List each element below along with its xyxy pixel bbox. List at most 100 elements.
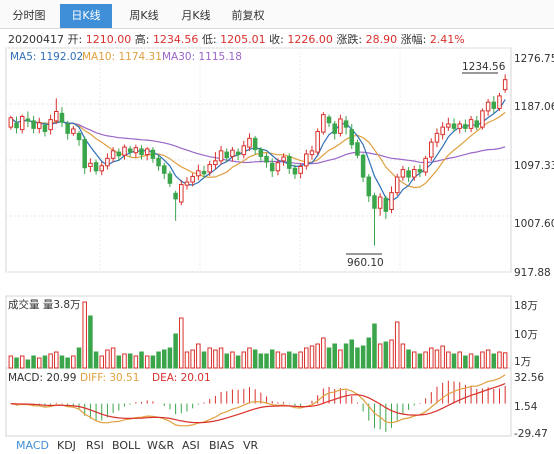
candle-up <box>480 110 485 128</box>
volume-bar-up <box>8 355 14 369</box>
moving-average-lines <box>10 99 506 202</box>
candle-down <box>383 197 389 212</box>
candle-down <box>224 151 230 159</box>
candle-down <box>372 195 377 209</box>
candle-down <box>343 120 349 128</box>
volume-bar-down <box>349 339 355 369</box>
macd-tick-3: -29.47 <box>514 428 548 437</box>
volume-bar-down <box>264 353 269 369</box>
volume-bar-down <box>201 351 207 369</box>
volume-tick-2: 10万 <box>514 329 538 341</box>
tab-daily-k[interactable]: 日K线 <box>60 4 112 28</box>
volume-bar-down <box>65 357 70 369</box>
candle-up <box>144 148 150 156</box>
tab-rsi[interactable]: RSI <box>86 439 104 452</box>
candle-down <box>167 173 173 184</box>
volume-bar-up <box>218 347 224 369</box>
volume-bar-down <box>93 351 99 369</box>
tab-weekly-k[interactable]: 周K线 <box>129 9 159 22</box>
high-value: 1234.56 <box>152 33 199 46</box>
candle-up <box>241 145 247 156</box>
candle-up <box>497 95 502 109</box>
price-tick-2: 1187.06 <box>514 101 554 113</box>
candle-up <box>184 181 190 186</box>
candle-down <box>355 142 360 156</box>
volume-bar-down <box>173 333 178 369</box>
volume-bar-up <box>184 351 190 369</box>
tab-macd[interactable]: MACD <box>16 439 49 452</box>
tab-intraday[interactable]: 分时图 <box>12 9 46 22</box>
candle-up <box>8 117 14 128</box>
tab-monthly-k[interactable]: 月K线 <box>181 9 211 22</box>
candle-down <box>235 151 241 156</box>
candle-up <box>411 169 417 178</box>
open-value: 1210.00 <box>85 33 132 46</box>
ma30-line <box>10 117 506 165</box>
volume-bar-up <box>196 343 201 369</box>
candle-down <box>451 123 457 129</box>
candle-up <box>394 176 400 194</box>
ma5-line <box>10 99 506 202</box>
quote-info-bar: 20200417 开: 1210.00 高: 1234.56 低: 1205.0… <box>8 31 548 47</box>
ma10-legend: MA10: 1174.31 <box>82 51 162 63</box>
candle-down <box>292 167 298 175</box>
candle-down <box>332 123 337 134</box>
candle-up <box>196 170 201 177</box>
tab-wr[interactable]: W&R <box>147 439 175 452</box>
volume-bar-down <box>139 351 144 369</box>
volume-bar-down <box>224 353 230 369</box>
tab-forward-adjust[interactable]: 前复权 <box>231 9 265 22</box>
indicator-tabs: MACD KDJ RSI BOLL W&R ASI BIAS VR <box>0 437 554 454</box>
change-value: 28.90 <box>365 33 398 46</box>
candle-down <box>252 137 258 151</box>
volume-bar-down <box>31 355 36 369</box>
volume-bar-down <box>150 355 156 369</box>
tab-bias[interactable]: BIAS <box>209 439 235 452</box>
volume-bar-down <box>463 355 468 369</box>
candle-up <box>434 132 440 143</box>
volume-bar-down <box>252 349 258 369</box>
tab-boll[interactable]: BOLL <box>112 439 141 452</box>
candle-up <box>304 153 309 167</box>
candle-up <box>36 122 42 129</box>
chart-tabs: 分时图 日K线 周K线 月K线 前复权 <box>0 0 554 29</box>
volume-bar-up <box>298 351 303 369</box>
candle-up <box>99 165 105 172</box>
candle-down <box>59 112 65 123</box>
volume-bar-down <box>292 353 298 369</box>
tab-kdj[interactable]: KDJ <box>57 439 76 452</box>
candle-up <box>207 164 212 173</box>
volume-bar-up <box>213 349 218 369</box>
volume-bar-up <box>485 349 491 369</box>
volume-bar-up <box>304 347 309 369</box>
candle-down <box>65 123 70 134</box>
candle-down <box>360 154 366 178</box>
volume-bar-up <box>275 351 281 369</box>
candle-down <box>139 148 144 156</box>
tab-vr[interactable]: VR <box>243 439 259 452</box>
candle-up <box>400 169 406 178</box>
candle-up <box>122 146 127 156</box>
volume-bar-up <box>423 351 428 369</box>
volume-bar-up <box>281 353 286 369</box>
candle-down <box>366 176 372 197</box>
tab-asi[interactable]: ASI <box>182 439 200 452</box>
volume-bar-down <box>417 353 423 369</box>
volume-bar-down <box>127 353 133 369</box>
candle-up <box>457 123 462 129</box>
candle-up <box>315 130 320 153</box>
candle-down <box>150 149 156 159</box>
ma10-line <box>10 111 506 189</box>
volume-tick-1: 18万 <box>514 300 538 312</box>
volume-bar-down <box>88 315 93 369</box>
volume-bar-down <box>343 343 349 369</box>
volume-bar-down <box>372 323 377 369</box>
volume-label: 成交量 量3.8万 <box>8 298 81 311</box>
volume-bar-down <box>59 355 65 369</box>
candle-up <box>429 141 434 158</box>
candle-up <box>309 150 315 156</box>
macd-panel-frame <box>5 367 512 437</box>
candlesticks <box>8 74 508 246</box>
candle-up <box>298 165 303 174</box>
candle-up <box>377 196 383 209</box>
